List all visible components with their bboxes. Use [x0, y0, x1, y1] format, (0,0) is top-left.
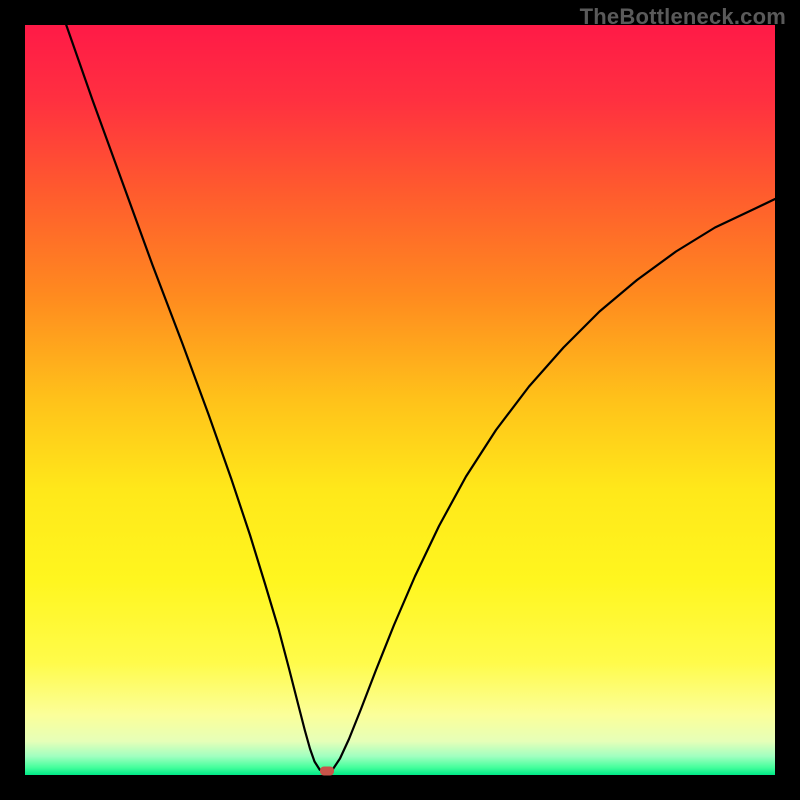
plot-background [25, 25, 775, 775]
optimal-point-marker [320, 766, 334, 775]
chart-frame: TheBottleneck.com [0, 0, 800, 800]
plot-svg [25, 25, 775, 775]
plot-area [25, 25, 775, 775]
